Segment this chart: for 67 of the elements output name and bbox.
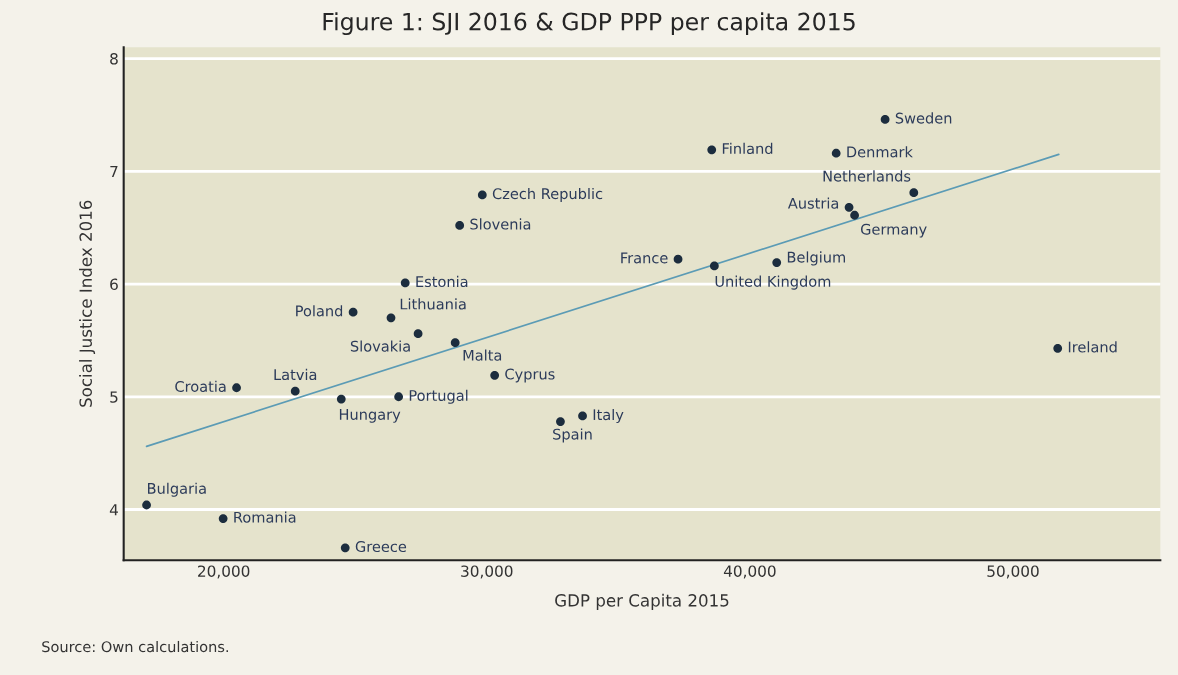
- annotation: Slovakia: [350, 340, 410, 352]
- point: [707, 145, 717, 155]
- x-tick-label: 50,000: [987, 565, 1039, 579]
- point: [772, 258, 782, 267]
- point: [336, 394, 346, 404]
- point: [394, 392, 404, 402]
- annotation: United Kingdom: [715, 275, 831, 290]
- annotation: Malta: [463, 349, 502, 361]
- point: [340, 543, 350, 553]
- point: [232, 383, 241, 393]
- y-tick-label: 6: [110, 278, 118, 291]
- point: [556, 417, 565, 426]
- annotation: Greece: [355, 541, 407, 553]
- y-tick-label: 7: [110, 165, 118, 178]
- point: [413, 329, 423, 339]
- y-tick-label: 8: [110, 52, 118, 65]
- annotation: Hungary: [339, 409, 401, 423]
- point: [386, 313, 396, 323]
- x-tick-label: 40,000: [723, 565, 776, 579]
- annotation: Austria: [787, 197, 839, 209]
- annotation: Belgium: [787, 251, 845, 266]
- x-tick-label: 20,000: [198, 565, 250, 579]
- y-tick-label: 5: [110, 391, 118, 403]
- annotation: Netherlands: [823, 170, 911, 182]
- point: [1053, 343, 1063, 353]
- annotation: Romania: [234, 511, 296, 523]
- point: [578, 411, 587, 421]
- annotation: Lithuania: [400, 298, 466, 310]
- x-axis-title: GDP per Capita 2015: [555, 593, 729, 610]
- x-tick-label: 30,000: [461, 565, 513, 579]
- point: [450, 338, 460, 348]
- point: [290, 386, 300, 396]
- point: [142, 500, 151, 510]
- annotation: Estonia: [416, 275, 468, 288]
- annotation: Spain: [553, 428, 592, 443]
- y-tick-label: 4: [109, 504, 118, 516]
- source-note: Source: Own calculations.: [42, 640, 228, 653]
- point: [909, 188, 919, 198]
- annotation: Latvia: [274, 368, 317, 381]
- point: [850, 210, 859, 220]
- point: [477, 190, 487, 200]
- annotation: Poland: [296, 305, 343, 317]
- point: [673, 254, 683, 264]
- annotation: France: [621, 252, 668, 264]
- annotation: Cyprus: [505, 368, 555, 383]
- annotation: Croatia: [175, 380, 226, 392]
- annotation: Czech Republic: [492, 187, 603, 203]
- annotation: Italy: [593, 408, 624, 423]
- annotation: Slovenia: [470, 218, 531, 230]
- point: [490, 370, 500, 380]
- annotation: Germany: [860, 223, 927, 238]
- annotation: Sweden: [895, 112, 952, 124]
- annotation: Finland: [722, 142, 773, 155]
- point: [348, 307, 358, 317]
- point: [831, 148, 841, 158]
- point: [218, 514, 228, 523]
- annotation: Ireland: [1068, 341, 1117, 353]
- point: [400, 278, 410, 288]
- chart-title: Figure 1: SJI 2016 & GDP PPP per capita 2015: [323, 12, 855, 36]
- point: [455, 221, 465, 230]
- point: [709, 261, 719, 271]
- point: [844, 202, 854, 212]
- annotation: Denmark: [847, 146, 913, 158]
- annotation: Portugal: [409, 389, 468, 404]
- point: [880, 115, 890, 124]
- annotation: Bulgaria: [148, 482, 206, 497]
- y-axis-title: Social Justice Index 2016: [79, 200, 96, 407]
